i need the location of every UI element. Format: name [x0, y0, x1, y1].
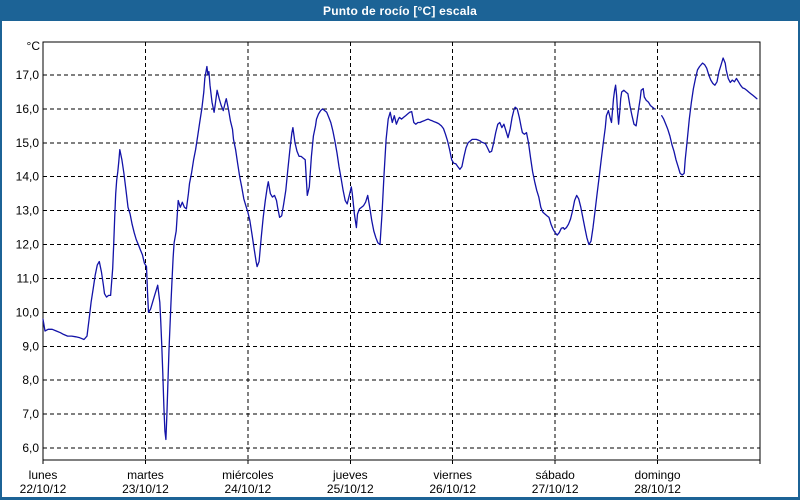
x-date-label: 25/10/12 — [327, 482, 374, 496]
plot-frame — [42, 41, 761, 461]
y-tick-label: 17,0 — [16, 68, 40, 82]
x-date-label: 27/10/12 — [532, 482, 579, 496]
y-tick-label: 12,0 — [16, 238, 40, 252]
chart-canvas: °C 6,0 7,0 8,0 9,0 10,0 11,0 12,0 13,0 14,0 15,0 16… — [16, 39, 761, 496]
title-bar: Punto de rocío [°C] escala — [0, 0, 800, 21]
dewpoint-series-line — [661, 57, 758, 176]
x-date-label: 23/10/12 — [122, 482, 169, 496]
x-day-label: miércoles — [222, 468, 273, 482]
y-tick-label: 13,0 — [16, 204, 40, 218]
dewpoint-series-line — [42, 65, 656, 441]
y-axis-unit-label: °C — [27, 39, 41, 53]
y-tick-label: 10,0 — [16, 305, 40, 319]
y-tick-label: 7,0 — [22, 407, 39, 421]
y-tick-label: 6,0 — [22, 441, 39, 455]
y-tick-label: 16,0 — [16, 102, 40, 116]
x-day-label: jueves — [332, 468, 368, 482]
y-tick-label: 15,0 — [16, 136, 40, 150]
x-date-label: 24/10/12 — [224, 482, 271, 496]
y-tick-label: 14,0 — [16, 170, 40, 184]
x-date-label: 28/10/12 — [634, 482, 681, 496]
x-day-label: lunes — [29, 468, 58, 482]
y-tick-label: 9,0 — [22, 339, 39, 353]
x-day-label: domingo — [635, 468, 681, 482]
y-tick-label: 11,0 — [17, 271, 40, 285]
x-day-label: martes — [127, 468, 164, 482]
x-day-label: viernes — [433, 468, 472, 482]
window-title: Punto de rocío [°C] escala — [322, 3, 478, 18]
chart-area: °C 6,0 7,0 8,0 9,0 10,0 11,0 12,0 13,0 14,0 15,0 16… — [2, 21, 798, 497]
x-date-label: 22/10/12 — [20, 482, 67, 496]
x-day-label: sábado — [535, 468, 575, 482]
y-tick-label: 8,0 — [22, 373, 39, 387]
x-date-label: 26/10/12 — [429, 482, 476, 496]
